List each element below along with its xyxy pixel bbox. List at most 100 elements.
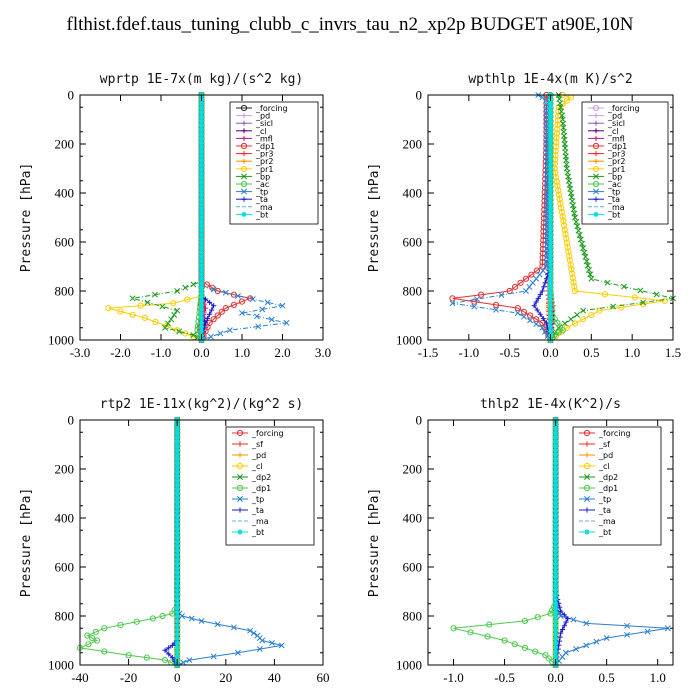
x-tick-label: 1.0 — [650, 670, 666, 685]
data-point — [577, 236, 584, 243]
legend-label: _forcing — [598, 429, 631, 438]
data-point — [566, 257, 573, 264]
data-point — [512, 283, 519, 291]
data-point — [539, 94, 546, 101]
data-point — [543, 237, 550, 244]
data-point — [198, 311, 205, 317]
data-point — [543, 184, 550, 191]
data-point — [573, 646, 579, 653]
data-point — [564, 244, 571, 251]
data-point — [198, 188, 205, 194]
data-point — [198, 241, 205, 247]
data-point — [580, 245, 587, 252]
data-point — [174, 288, 181, 294]
data-point — [547, 188, 554, 194]
data-point — [168, 316, 175, 323]
data-point — [152, 318, 159, 326]
x-tick-label: 20 — [219, 670, 232, 685]
data-point — [171, 311, 178, 318]
legend-item: _cl — [236, 127, 267, 136]
data-point — [547, 201, 554, 207]
data-point — [539, 288, 545, 294]
y-axis-label: Pressure [hPa] — [367, 163, 382, 273]
data-point — [547, 311, 554, 317]
data-point — [543, 224, 550, 230]
data-point — [582, 253, 589, 260]
data-point — [198, 328, 205, 334]
data-point — [547, 149, 554, 155]
data-point — [198, 315, 205, 321]
series-bt — [174, 417, 180, 668]
y-tick-label: 1000 — [48, 333, 74, 348]
data-point — [547, 140, 554, 146]
data-point — [198, 280, 205, 286]
data-point — [207, 333, 214, 340]
data-point — [190, 332, 197, 339]
legend-label: _tp — [598, 495, 611, 504]
legend-label: _pd — [598, 451, 613, 460]
y-tick-label: 200 — [55, 137, 75, 152]
data-point — [198, 249, 205, 256]
data-point — [543, 180, 550, 187]
data-point — [593, 638, 600, 645]
data-point — [268, 316, 275, 323]
data-point — [514, 310, 521, 317]
data-point — [198, 228, 205, 234]
legend-label: _dp1 — [251, 484, 271, 493]
data-point — [543, 175, 550, 182]
data-point — [563, 235, 570, 242]
legend-label: _ac — [255, 180, 269, 189]
data-point — [547, 315, 554, 321]
data-point — [547, 206, 554, 212]
data-point — [543, 153, 550, 160]
x-tick-label: -2.0 — [110, 345, 131, 360]
data-point — [198, 149, 205, 155]
data-point — [547, 241, 554, 247]
data-point — [198, 232, 205, 238]
data-point — [176, 328, 183, 335]
data-point — [217, 330, 224, 337]
legend-item: _sicl — [588, 119, 625, 128]
x-tick-label: 3.0 — [315, 345, 331, 360]
legend-label: _sf — [251, 440, 263, 449]
series-dp1 — [76, 416, 181, 669]
data-point — [521, 313, 527, 320]
data-point — [554, 117, 561, 124]
data-point — [543, 189, 550, 195]
data-point — [553, 130, 561, 137]
data-point — [255, 323, 262, 330]
data-point — [653, 291, 660, 298]
data-point — [556, 196, 563, 203]
data-point — [533, 316, 540, 323]
data-point — [198, 201, 205, 207]
data-point — [198, 158, 205, 164]
data-point — [198, 127, 205, 133]
data-point — [249, 296, 256, 303]
data-point — [198, 109, 205, 116]
data-point — [547, 293, 554, 299]
series-line — [108, 95, 202, 341]
data-point — [547, 324, 554, 330]
data-point — [198, 144, 205, 151]
data-point — [547, 258, 554, 264]
data-point — [210, 286, 217, 293]
data-point — [553, 134, 560, 141]
data-point — [537, 311, 543, 317]
y-tick-label: 600 — [403, 560, 423, 575]
data-point — [198, 123, 205, 129]
data-point — [198, 271, 205, 277]
series-bp — [129, 92, 205, 343]
data-point — [574, 223, 581, 230]
y-tick-label: 0 — [416, 88, 423, 103]
data-point — [543, 140, 550, 147]
legend-item: _mfl — [236, 134, 273, 143]
data-point — [527, 317, 534, 324]
data-point — [543, 193, 550, 200]
y-tick-label: 0 — [68, 413, 75, 428]
y-tick-label: 1000 — [396, 333, 422, 348]
data-point — [547, 109, 554, 116]
data-point — [547, 245, 554, 251]
legend-item: _pr2 — [236, 157, 273, 166]
legend: _forcing_pd_sicl_cl_mfl_dp1_pr3_pr2_pr1_… — [229, 101, 319, 225]
data-point — [561, 320, 568, 327]
